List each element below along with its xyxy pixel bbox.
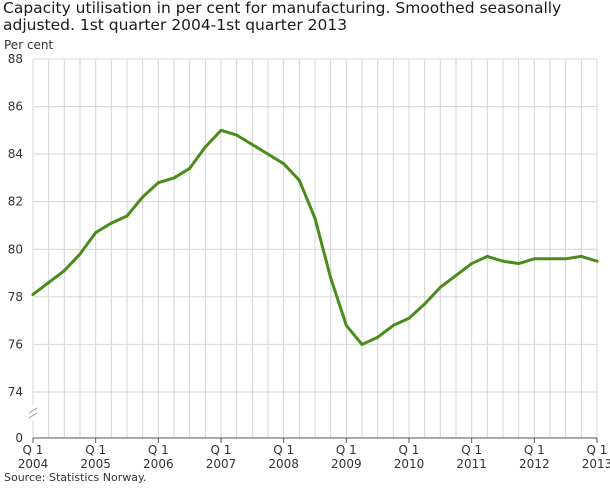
x-tick-label-quarter: Q 1	[85, 443, 106, 457]
data-point[interactable]	[266, 152, 270, 156]
x-tick-label-year: 2005	[80, 457, 111, 471]
data-point[interactable]	[282, 162, 286, 166]
x-tick-label-year: 2009	[331, 457, 362, 471]
x-tick-label-quarter: Q 1	[461, 443, 482, 457]
x-tick-label-quarter: Q 1	[23, 443, 44, 457]
y-tick-label: 80	[8, 242, 23, 256]
x-tick-label-quarter: Q 1	[211, 443, 232, 457]
vertical-gridlines	[48, 59, 598, 438]
data-point[interactable]	[125, 214, 129, 218]
data-point[interactable]	[454, 273, 458, 277]
y-tick-label: 74	[8, 385, 23, 399]
data-point[interactable]	[141, 195, 145, 199]
data-point[interactable]	[172, 176, 176, 180]
data-point[interactable]	[329, 276, 333, 280]
y-tick-label: 0	[15, 431, 23, 445]
data-point[interactable]	[344, 323, 348, 327]
data-point[interactable]	[532, 257, 536, 261]
data-point[interactable]	[485, 254, 489, 258]
y-tick-label: 76	[8, 337, 23, 351]
x-tick-label-quarter: Q 1	[587, 443, 608, 457]
x-tick-label-quarter: Q 1	[524, 443, 545, 457]
data-point[interactable]	[470, 262, 474, 266]
series-group	[31, 128, 599, 346]
y-tick-label: 86	[8, 100, 23, 114]
data-point[interactable]	[109, 221, 113, 225]
data-point[interactable]	[501, 259, 505, 263]
data-point[interactable]	[423, 302, 427, 306]
horizontal-gridlines	[33, 58, 597, 393]
y-unit-label: Per cent	[4, 38, 54, 52]
data-point[interactable]	[313, 216, 317, 220]
x-tick-label-year: 2004	[18, 457, 49, 471]
data-point[interactable]	[31, 292, 35, 296]
x-tick-label-year: 2013	[582, 457, 610, 471]
data-point[interactable]	[156, 181, 160, 185]
data-point[interactable]	[548, 257, 552, 261]
x-tick-label-quarter: Q 1	[336, 443, 357, 457]
x-tick-label-year: 2007	[206, 457, 237, 471]
data-point[interactable]	[391, 323, 395, 327]
data-point[interactable]	[62, 269, 66, 273]
y-tick-label: 84	[8, 147, 23, 161]
axes	[28, 59, 598, 443]
data-point[interactable]	[564, 257, 568, 261]
y-tick-label: 78	[8, 290, 23, 304]
data-point[interactable]	[407, 316, 411, 320]
data-point[interactable]	[360, 342, 364, 346]
data-point[interactable]	[78, 252, 82, 256]
x-tick-label-year: 2006	[143, 457, 174, 471]
data-point[interactable]	[203, 145, 207, 149]
data-point[interactable]	[579, 254, 583, 258]
data-point[interactable]	[47, 281, 51, 285]
y-tick-label: 82	[8, 195, 23, 209]
y-tick-labels: 0 74 76 78 80 82 84 86 88	[8, 52, 23, 445]
data-point[interactable]	[235, 133, 239, 137]
source-note: Source: Statistics Norway.	[4, 471, 147, 484]
x-tick-label-year: 2011	[456, 457, 487, 471]
axis-break-mark	[28, 407, 38, 419]
data-point[interactable]	[595, 259, 599, 263]
data-point[interactable]	[376, 335, 380, 339]
data-point[interactable]	[438, 285, 442, 289]
y-tick-label: 88	[8, 52, 23, 66]
x-tick-label-quarter: Q 1	[273, 443, 294, 457]
x-tick-label-year: 2008	[268, 457, 299, 471]
x-tick-label-year: 2012	[519, 457, 550, 471]
data-point[interactable]	[94, 231, 98, 235]
chart-title: Capacity utilisation in per cent for man…	[3, 0, 562, 34]
data-point[interactable]	[219, 128, 223, 132]
data-point[interactable]	[517, 262, 521, 266]
x-tick-label-quarter: Q 1	[399, 443, 420, 457]
data-point[interactable]	[250, 143, 254, 147]
x-tick-label-quarter: Q 1	[148, 443, 169, 457]
data-point[interactable]	[188, 166, 192, 170]
data-point[interactable]	[297, 178, 301, 182]
x-tick-label-year: 2010	[394, 457, 425, 471]
